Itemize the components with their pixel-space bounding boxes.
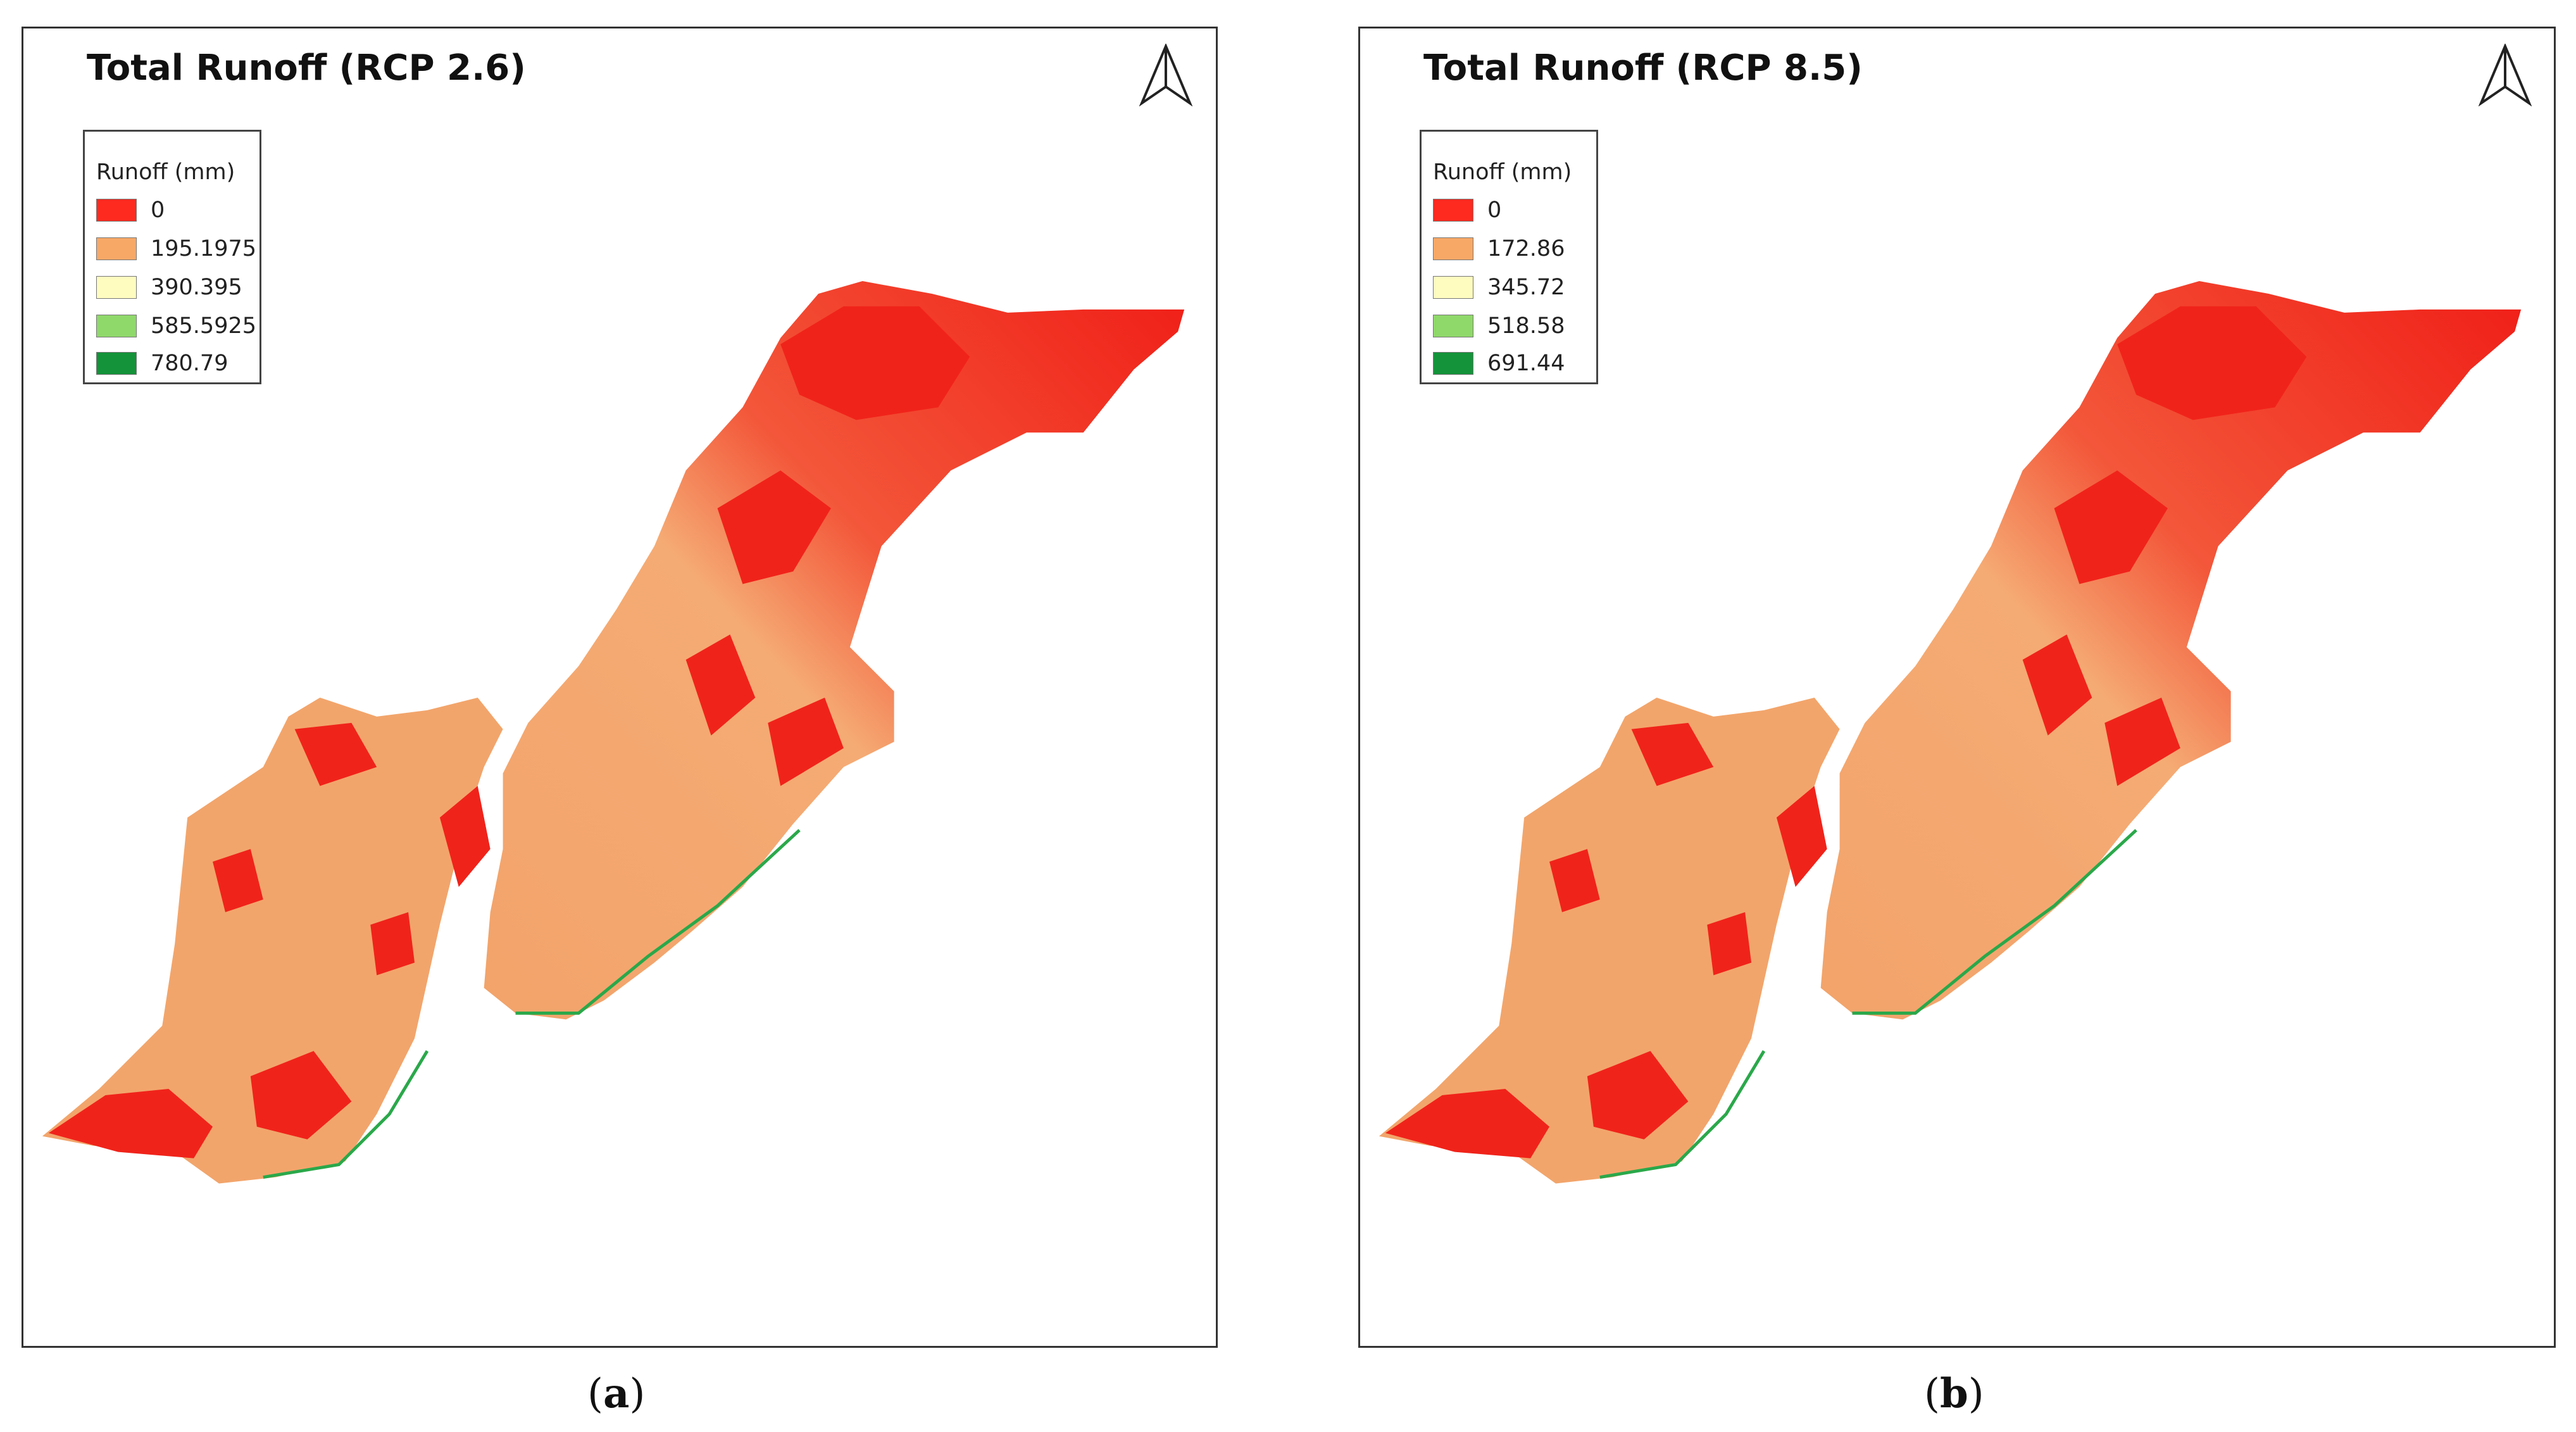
legend-item: 172.86 bbox=[1433, 235, 1565, 263]
legend-item: 390.395 bbox=[96, 273, 242, 301]
legend-item: 691.44 bbox=[1433, 349, 1565, 377]
legend-item: 195.1975 bbox=[96, 235, 256, 263]
legend-item: 780.79 bbox=[96, 349, 228, 377]
legend: Runoff (mm) 0 172.86 345.72 518.58 691.4… bbox=[1420, 130, 1598, 384]
runoff-map-b bbox=[1379, 281, 2522, 1184]
legend-label: 345.72 bbox=[1487, 275, 1565, 300]
legend-label: 780.79 bbox=[151, 351, 228, 376]
map-title: Total Runoff (RCP 8.5) bbox=[1423, 47, 1863, 89]
legend-swatch bbox=[96, 276, 137, 299]
legend-label: 390.395 bbox=[151, 275, 242, 300]
legend-item: 518.58 bbox=[1433, 312, 1565, 340]
region-southwest bbox=[42, 697, 503, 1184]
region-southwest bbox=[1379, 697, 1840, 1184]
legend-swatch bbox=[96, 237, 137, 260]
legend-item: 0 bbox=[1433, 196, 1501, 224]
legend-label: 691.44 bbox=[1487, 351, 1565, 376]
legend-swatch bbox=[1433, 352, 1473, 375]
map-title: Total Runoff (RCP 2.6) bbox=[87, 47, 526, 89]
legend-label: 585.5925 bbox=[151, 313, 257, 339]
caption-b: (b) bbox=[1924, 1370, 1984, 1417]
runoff-map-a bbox=[42, 281, 1185, 1184]
legend-label: 0 bbox=[1487, 198, 1502, 223]
legend-swatch bbox=[1433, 315, 1473, 337]
legend-item: 0 bbox=[96, 196, 165, 224]
legend-swatch bbox=[96, 315, 137, 337]
legend-title: Runoff (mm) bbox=[1433, 160, 1572, 185]
coastline bbox=[1599, 829, 2137, 1179]
legend-item: 585.5925 bbox=[96, 312, 256, 340]
caption-letter: b bbox=[1939, 1370, 1968, 1417]
zero-runoff-patches bbox=[1385, 306, 2307, 1159]
map-panel-a: Total Runoff (RCP 2.6) Runoff (mm) 0 195… bbox=[22, 27, 1218, 1348]
legend-label: 518.58 bbox=[1487, 313, 1565, 339]
legend-swatch bbox=[1433, 237, 1473, 260]
caption-letter: a bbox=[603, 1370, 630, 1417]
zero-runoff-patches bbox=[48, 306, 970, 1159]
legend-label: 0 bbox=[151, 198, 165, 223]
legend-title: Runoff (mm) bbox=[96, 160, 235, 185]
region-northeast bbox=[1820, 281, 2522, 1020]
legend-swatch bbox=[96, 352, 137, 375]
legend-swatch bbox=[96, 199, 137, 222]
coastline bbox=[263, 829, 801, 1179]
legend-label: 172.86 bbox=[1487, 236, 1565, 261]
north-arrow-icon bbox=[1139, 44, 1192, 107]
map-panel-b: Total Runoff (RCP 8.5) Runoff (mm) 0 172… bbox=[1358, 27, 2556, 1348]
legend-label: 195.1975 bbox=[151, 236, 257, 261]
legend-item: 345.72 bbox=[1433, 273, 1565, 301]
legend-swatch bbox=[1433, 276, 1473, 299]
legend: Runoff (mm) 0 195.1975 390.395 585.5925 … bbox=[83, 130, 261, 384]
region-northeast bbox=[484, 281, 1185, 1020]
legend-swatch bbox=[1433, 199, 1473, 222]
caption-a: (a) bbox=[587, 1370, 646, 1417]
north-arrow-icon bbox=[2479, 44, 2532, 107]
